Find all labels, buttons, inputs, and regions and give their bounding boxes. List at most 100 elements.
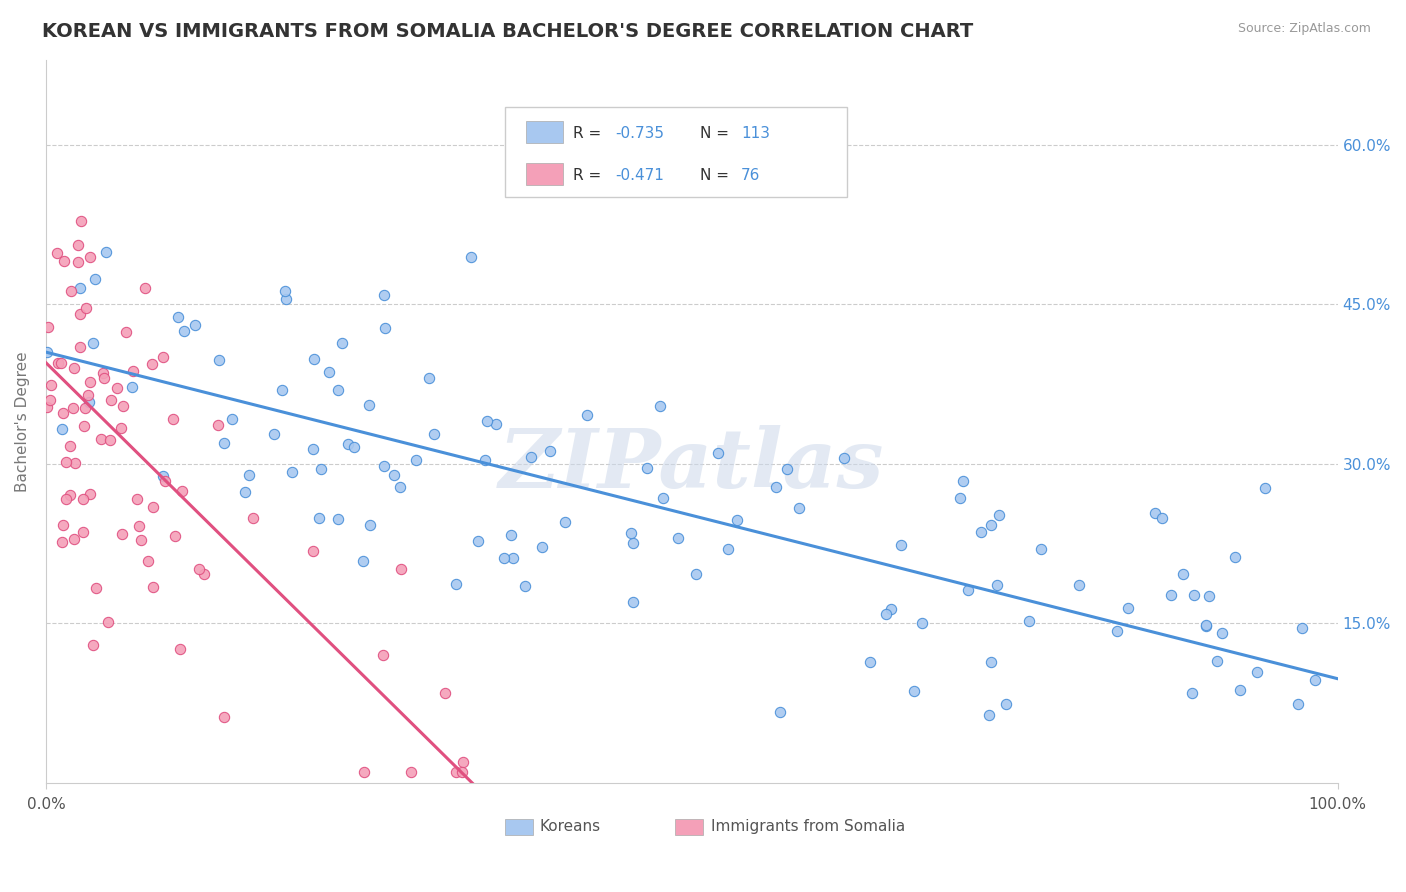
Point [1246,665,1268,680]
Point [235,485,257,500]
FancyBboxPatch shape [505,819,533,835]
Point [685,566,707,581]
Point [79,375,101,389]
Point [52,406,75,420]
Point [1195,618,1218,632]
Point [1181,686,1204,700]
Point [359,517,381,532]
Point [155,475,177,489]
Point [648,399,671,413]
Point [142,500,165,514]
Point [373,288,395,302]
Point [212,435,235,450]
Text: Koreans: Koreans [540,819,600,834]
Point [172,484,194,499]
Point [980,518,1002,533]
Point [1107,624,1129,638]
Point [353,765,375,780]
Point [136,554,159,568]
Point [725,513,748,527]
Point [55,491,77,506]
Point [97,615,120,629]
Point [389,562,412,576]
Point [111,399,134,413]
Point [576,408,599,422]
Point [121,363,143,377]
Point [301,442,323,456]
Point [183,318,205,333]
Point [986,578,1008,592]
Point [1303,673,1326,687]
Point [62,532,84,546]
Point [152,468,174,483]
Point [433,686,456,700]
Point [957,583,980,598]
Point [952,474,974,488]
Point [519,450,541,464]
Point [39,392,62,407]
Point [787,500,810,515]
Point [214,709,236,723]
Point [75,301,97,315]
Point [51,422,73,436]
Point [666,531,689,545]
Point [69,307,91,321]
Point [35,345,58,359]
Text: R =: R = [574,168,606,183]
Point [769,705,792,719]
Point [382,467,405,482]
Point [652,491,675,506]
Point [1198,589,1220,603]
Point [903,683,925,698]
Text: 76: 76 [741,168,761,183]
Text: 113: 113 [741,126,770,141]
Point [84,271,107,285]
Point [125,491,148,506]
Point [444,577,467,591]
Point [281,465,304,479]
Point [311,462,333,476]
Point [141,357,163,371]
Text: R =: R = [574,126,606,141]
Point [1205,654,1227,668]
Point [188,562,211,576]
Point [91,366,114,380]
Point [67,254,90,268]
Point [69,340,91,354]
Point [115,325,138,339]
Text: -0.471: -0.471 [616,168,665,183]
Point [502,551,524,566]
Point [142,580,165,594]
Point [1286,697,1309,711]
Point [63,361,86,376]
Point [167,310,190,324]
Point [82,336,104,351]
Point [949,491,972,506]
Point [62,401,84,415]
Point [46,356,69,370]
Point [474,453,496,467]
Point [37,320,59,334]
Point [1254,481,1277,495]
Point [911,616,934,631]
Point [373,458,395,473]
Point [82,638,104,652]
Point [1116,601,1139,615]
Point [308,510,330,524]
Point [129,533,152,548]
Point [988,508,1011,522]
Y-axis label: Bachelor's Degree: Bachelor's Degree [15,351,30,491]
Point [405,453,427,467]
Point [69,214,91,228]
Point [1225,549,1247,564]
Point [994,697,1017,711]
Point [77,395,100,409]
Point [90,432,112,446]
Text: ZIPatlas: ZIPatlas [499,425,884,505]
Point [39,377,62,392]
Point [79,251,101,265]
Point [72,419,94,434]
Point [531,541,554,555]
Point [389,480,412,494]
Point [343,441,366,455]
